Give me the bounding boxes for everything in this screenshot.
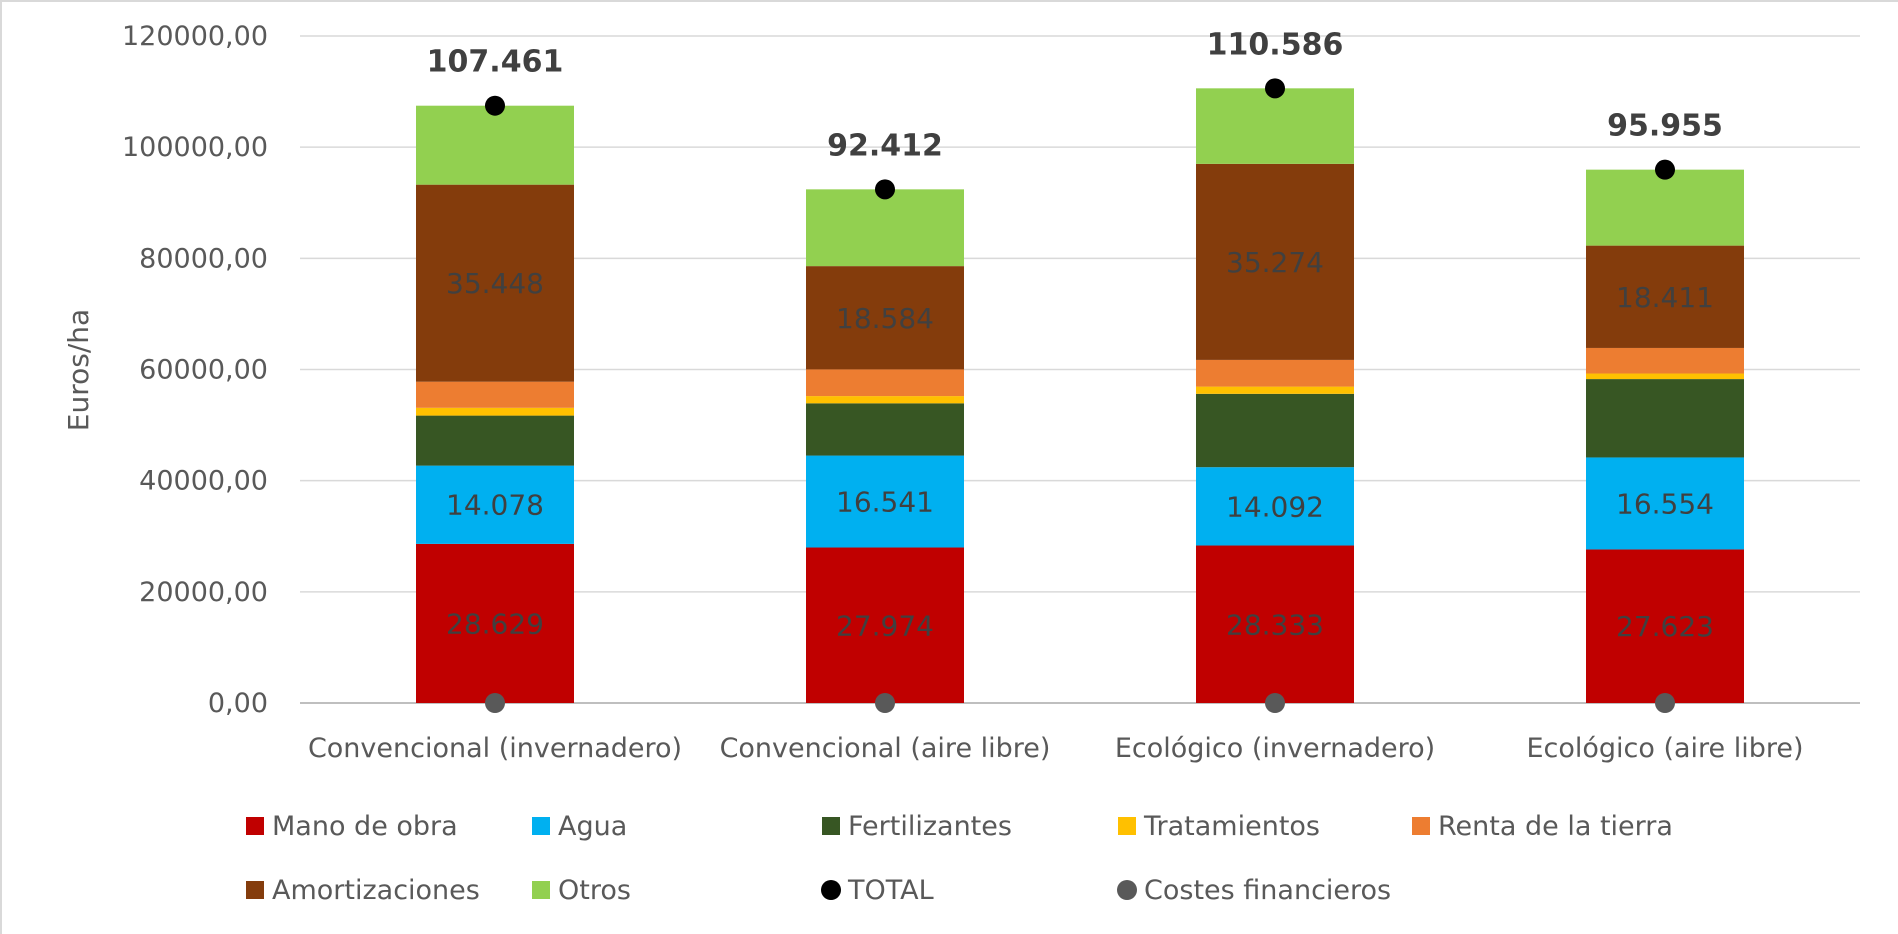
legend-swatch <box>246 817 264 835</box>
legend-marker <box>821 880 841 900</box>
bar-segment <box>806 455 964 548</box>
bars: 28.629 14.078 35.448 27.974 16.541 18.584 28.3… <box>416 88 1744 703</box>
data-label: 28.629 <box>446 607 544 640</box>
data-label: 16.541 <box>836 486 934 519</box>
data-label: 35.448 <box>446 267 544 300</box>
bar-segment <box>416 105 574 185</box>
total-marker <box>875 179 895 200</box>
legend-label: Tratamientos <box>1143 811 1320 842</box>
legend-swatch <box>1118 817 1136 835</box>
legend-label: Amortizaciones <box>272 875 480 906</box>
legend-swatch <box>1412 817 1430 835</box>
total-label: 110.586 <box>1207 27 1344 62</box>
total-marker <box>485 95 505 116</box>
data-label: 18.584 <box>836 302 934 335</box>
markers: 107.461 92.412 110.586 95.955 <box>427 27 1723 713</box>
y-tick-label: 0,00 <box>208 688 268 719</box>
bar-segment <box>1586 549 1744 703</box>
x-axis: Convencional (invernadero) Convencional (… <box>308 733 1804 764</box>
bar-segment <box>1586 379 1744 458</box>
x-tick-label: Ecológico (aire libre) <box>1526 733 1803 764</box>
legend-label: Mano de obra <box>272 811 458 842</box>
data-label: 28.333 <box>1226 608 1324 641</box>
legend-label: Renta de la tierra <box>1438 811 1673 842</box>
bar-segment <box>1196 386 1354 394</box>
total-label: 92.412 <box>827 128 943 163</box>
bar-segment <box>1196 88 1354 164</box>
bar-segment <box>806 369 964 397</box>
bar-segment <box>416 465 574 544</box>
data-label: 27.974 <box>836 609 934 642</box>
y-tick-label: 40000,00 <box>139 466 268 497</box>
legend-swatch <box>822 817 840 835</box>
legend-swatch <box>532 881 550 899</box>
bar-segment <box>1196 163 1354 360</box>
bar-segment <box>1196 545 1354 703</box>
data-label: 27.623 <box>1616 610 1714 643</box>
legend-swatch <box>532 817 550 835</box>
data-label: 14.078 <box>446 489 544 522</box>
bar-segment <box>416 415 574 466</box>
bar-segment <box>416 543 574 703</box>
legend: Mano de obra Agua Fertilizantes Tratamiento… <box>246 811 1673 906</box>
bar-segment <box>416 184 574 382</box>
total-label: 95.955 <box>1607 109 1723 144</box>
costes-financieros-marker <box>1655 693 1675 713</box>
bar-segment <box>806 396 964 404</box>
y-axis: 0,00 20000,00 40000,00 60000,00 80000,00 1000… <box>122 21 268 719</box>
data-label: 18.411 <box>1616 281 1714 314</box>
costes-financieros-marker <box>1265 693 1285 713</box>
total-marker <box>1265 78 1285 99</box>
y-tick-label: 120000,00 <box>122 21 268 52</box>
bar-segment <box>1586 373 1744 380</box>
bar-segment <box>806 547 964 703</box>
bar-segment <box>1196 359 1354 387</box>
legend-marker <box>1117 880 1137 900</box>
total-label: 107.461 <box>427 45 564 80</box>
bar-segment <box>806 403 964 456</box>
bar-segment <box>806 266 964 370</box>
bar-segment <box>416 381 574 408</box>
legend-label: TOTAL <box>847 875 934 906</box>
bar-segment <box>1196 393 1354 468</box>
y-tick-label: 60000,00 <box>139 355 268 386</box>
y-axis-label: Euros/ha <box>62 309 95 431</box>
bar-segment <box>1586 347 1744 374</box>
y-tick-label: 80000,00 <box>139 243 268 274</box>
legend-label: Costes financieros <box>1144 875 1391 906</box>
x-tick-label: Convencional (aire libre) <box>720 733 1051 764</box>
legend-label: Otros <box>558 875 631 906</box>
costes-financieros-marker <box>485 693 505 713</box>
legend-label: Agua <box>558 811 627 842</box>
bar-segment <box>416 407 574 416</box>
legend-swatch <box>246 881 264 899</box>
y-tick-label: 100000,00 <box>122 132 268 163</box>
bar-segment <box>1586 457 1744 550</box>
costes-financieros-marker <box>875 693 895 713</box>
data-label: 16.554 <box>1616 487 1714 520</box>
x-tick-label: Convencional (invernadero) <box>308 733 682 764</box>
data-label: 35.274 <box>1226 246 1324 279</box>
legend-label: Fertilizantes <box>848 811 1012 842</box>
data-label: 14.092 <box>1226 490 1324 523</box>
bar-segment <box>1196 467 1354 546</box>
total-marker <box>1655 159 1675 180</box>
bar-segment <box>806 189 964 267</box>
x-tick-label: Ecológico (invernadero) <box>1115 733 1435 764</box>
bar-segment <box>1586 169 1744 246</box>
bar-segment <box>1586 245 1744 348</box>
y-tick-label: 20000,00 <box>139 577 268 608</box>
